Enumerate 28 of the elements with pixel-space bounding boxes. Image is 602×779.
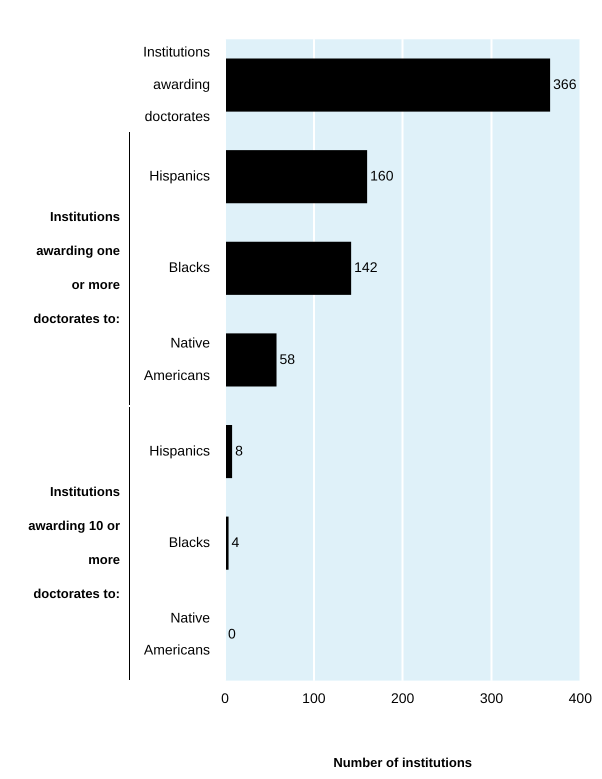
bar (226, 333, 277, 386)
x-tick-label: 200 (390, 690, 415, 706)
text: Institutions awarding one or more doctorates to: (33, 209, 120, 326)
data-label: 0 (228, 626, 236, 642)
x-tick-label: 100 (302, 690, 326, 706)
data-label: 8 (235, 442, 244, 458)
data-label: 4 (232, 534, 240, 550)
y-tick-label: Native Americans (144, 610, 210, 658)
y-tick-label: Hispanics (149, 442, 210, 458)
bar (226, 516, 229, 570)
y-tick-label: Blacks (168, 259, 210, 276)
y-tick-label: Native Americans (144, 334, 210, 383)
y-tick-label: Hispanics (149, 168, 210, 184)
bar (226, 150, 368, 204)
y-tick-label: Institutions awarding doctorates (143, 44, 210, 124)
x-tick-label: 0 (221, 690, 230, 706)
data-label: 58 (280, 350, 296, 367)
bar (226, 242, 352, 295)
text: Institutions awarding 10 or more doctorates to: (28, 484, 120, 602)
data-label: 142 (354, 259, 378, 276)
data-label: 366 (553, 76, 577, 92)
bar (226, 58, 550, 112)
bar (226, 424, 232, 478)
data-label: 160 (370, 168, 394, 184)
y-tick-label: Blacks (168, 534, 210, 550)
x-axis-title: Number of institutions (333, 754, 472, 770)
x-tick-label: 400 (568, 690, 592, 706)
x-tick-label: 300 (480, 690, 504, 706)
